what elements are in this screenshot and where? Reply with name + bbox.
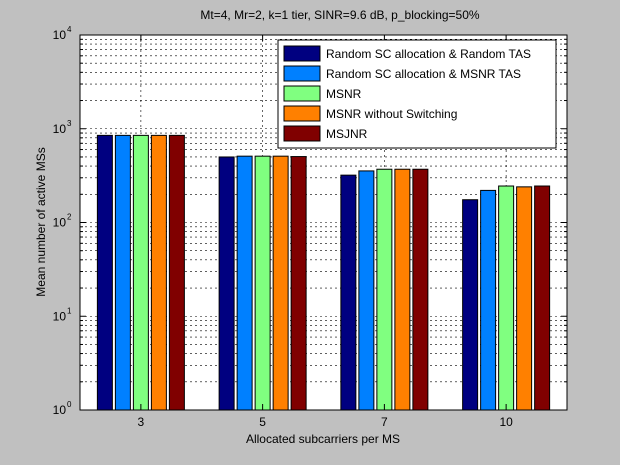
legend-swatch (283, 125, 321, 142)
bar (534, 185, 551, 411)
legend-swatch (283, 85, 321, 102)
bar (114, 134, 131, 411)
bar (412, 168, 429, 411)
bar (254, 155, 271, 411)
bar (358, 170, 375, 411)
x-axis-ticks: 3 5 7 10 (138, 35, 513, 429)
y-tick-label: 10 (53, 403, 67, 417)
x-tick-label: 10 (499, 415, 513, 429)
bar (132, 134, 149, 411)
bar (376, 168, 393, 411)
y-axis-label: Mean number of active MSs (34, 147, 48, 296)
bar (394, 168, 411, 411)
x-tick-label: 7 (381, 415, 388, 429)
bar (516, 186, 533, 411)
legend-label: Random SC allocation & Random TAS (326, 47, 531, 61)
x-axis-label: Allocated subcarriers per MS (246, 432, 400, 446)
legend-label: Random SC allocation & MSNR TAS (326, 67, 521, 81)
legend: Random SC allocation & Random TAS Random … (277, 39, 557, 149)
x-tick-label: 3 (138, 415, 145, 429)
legend-box (277, 39, 557, 149)
bar (462, 199, 479, 411)
bar (168, 134, 185, 411)
bar (150, 134, 167, 411)
legend-label: MSNR without Switching (326, 107, 457, 121)
bar (290, 156, 307, 411)
bar (272, 155, 289, 411)
chart-title: Mt=4, Mr=2, k=1 tier, SINR=9.6 dB, p_blo… (200, 8, 479, 22)
y-tick-label: 10 (53, 216, 67, 230)
bar (480, 189, 497, 411)
y-tick-label: 10 (53, 122, 67, 136)
y-tick-label-exponent: 0 (67, 400, 72, 409)
legend-label: MSJNR (326, 127, 368, 141)
bar (218, 156, 235, 411)
legend-swatch (283, 45, 321, 62)
legend-swatch (283, 65, 321, 82)
bar (498, 185, 515, 411)
legend-label: MSNR (326, 87, 362, 101)
bar (96, 134, 113, 411)
x-tick-label: 5 (259, 415, 266, 429)
bars (96, 134, 551, 411)
bar (236, 155, 253, 411)
legend-swatch (283, 105, 321, 122)
y-tick-label: 10 (53, 28, 67, 42)
bar (340, 174, 357, 411)
y-tick-label-exponent: 3 (67, 119, 72, 128)
y-tick-label: 10 (53, 309, 67, 323)
y-tick-label-exponent: 4 (67, 25, 72, 34)
y-tick-label-exponent: 1 (67, 306, 72, 315)
y-tick-label-exponent: 2 (67, 213, 72, 222)
